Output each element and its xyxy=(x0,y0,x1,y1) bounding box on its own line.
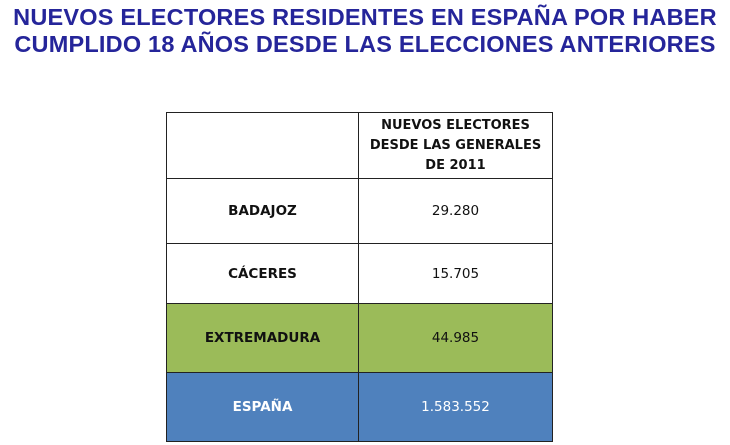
electors-table: NUEVOS ELECTORES DESDE LAS GENERALES DE … xyxy=(166,112,553,442)
table-header-row: NUEVOS ELECTORES DESDE LAS GENERALES DE … xyxy=(166,112,553,179)
row-label: BADAJOZ xyxy=(166,178,359,244)
header-line: DE 2011 xyxy=(425,157,486,173)
title-line-2: CUMPLIDO 18 AÑOS DESDE LAS ELECCIONES AN… xyxy=(14,31,716,57)
table-row: CÁCERES 15.705 xyxy=(166,243,553,304)
row-value: 44.985 xyxy=(358,303,553,373)
row-value: 15.705 xyxy=(358,243,553,304)
row-label: CÁCERES xyxy=(166,243,359,304)
header-empty-cell xyxy=(166,112,359,179)
title-line-1: NUEVOS ELECTORES RESIDENTES EN ESPAÑA PO… xyxy=(13,4,717,30)
header-cell: NUEVOS ELECTORES DESDE LAS GENERALES DE … xyxy=(358,112,553,179)
page-title: NUEVOS ELECTORES RESIDENTES EN ESPAÑA PO… xyxy=(0,4,730,58)
header-line: NUEVOS ELECTORES xyxy=(381,117,530,133)
row-label: ESPAÑA xyxy=(166,372,359,442)
header-line: DESDE LAS GENERALES xyxy=(369,137,542,153)
row-value: 1.583.552 xyxy=(358,372,553,442)
table-row-total-region: EXTREMADURA 44.985 xyxy=(166,303,553,373)
row-label: EXTREMADURA xyxy=(166,303,359,373)
table-row: BADAJOZ 29.280 xyxy=(166,178,553,244)
table-row-total-country: ESPAÑA 1.583.552 xyxy=(166,372,553,442)
row-value: 29.280 xyxy=(358,178,553,244)
